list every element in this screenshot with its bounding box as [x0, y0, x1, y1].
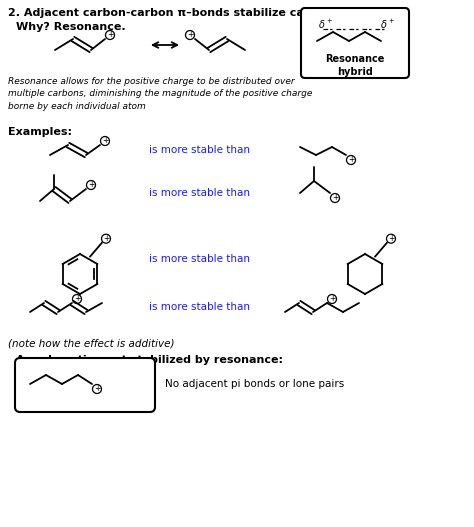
Text: is more stable than: is more stable than — [149, 302, 250, 312]
Text: +: + — [187, 30, 193, 39]
Text: Resonance allows for the positive charge to be distributed over
multiple carbons: Resonance allows for the positive charge… — [8, 77, 312, 111]
Text: +: + — [388, 234, 394, 243]
Text: +: + — [102, 136, 108, 145]
Text: +: + — [348, 155, 354, 164]
Text: +: + — [107, 30, 113, 39]
Text: $\delta^+$: $\delta^+$ — [380, 18, 394, 31]
Text: Examples:: Examples: — [8, 127, 72, 137]
FancyBboxPatch shape — [15, 358, 155, 412]
Text: A carbocation not stabilized by resonance:: A carbocation not stabilized by resonanc… — [16, 355, 283, 365]
Text: is more stable than: is more stable than — [149, 188, 250, 198]
Text: +: + — [94, 384, 100, 393]
Text: No adjacent pi bonds or lone pairs: No adjacent pi bonds or lone pairs — [165, 379, 344, 389]
Text: is more stable than: is more stable than — [149, 254, 250, 264]
Text: Why? Resonance.: Why? Resonance. — [16, 22, 126, 32]
Text: Resonance
hybrid: Resonance hybrid — [325, 54, 385, 77]
Text: +: + — [74, 294, 80, 303]
Text: +: + — [332, 193, 338, 202]
Text: is more stable than: is more stable than — [149, 145, 250, 155]
Text: 2. Adjacent carbon-carbon π–bonds stabilize carbocations: 2. Adjacent carbon-carbon π–bonds stabil… — [8, 8, 370, 18]
Text: +: + — [88, 180, 94, 189]
Text: (note how the effect is additive): (note how the effect is additive) — [8, 338, 174, 348]
FancyBboxPatch shape — [301, 8, 409, 78]
Text: +: + — [103, 234, 109, 243]
Text: $\delta^+$: $\delta^+$ — [318, 18, 332, 31]
Text: +: + — [329, 294, 335, 303]
